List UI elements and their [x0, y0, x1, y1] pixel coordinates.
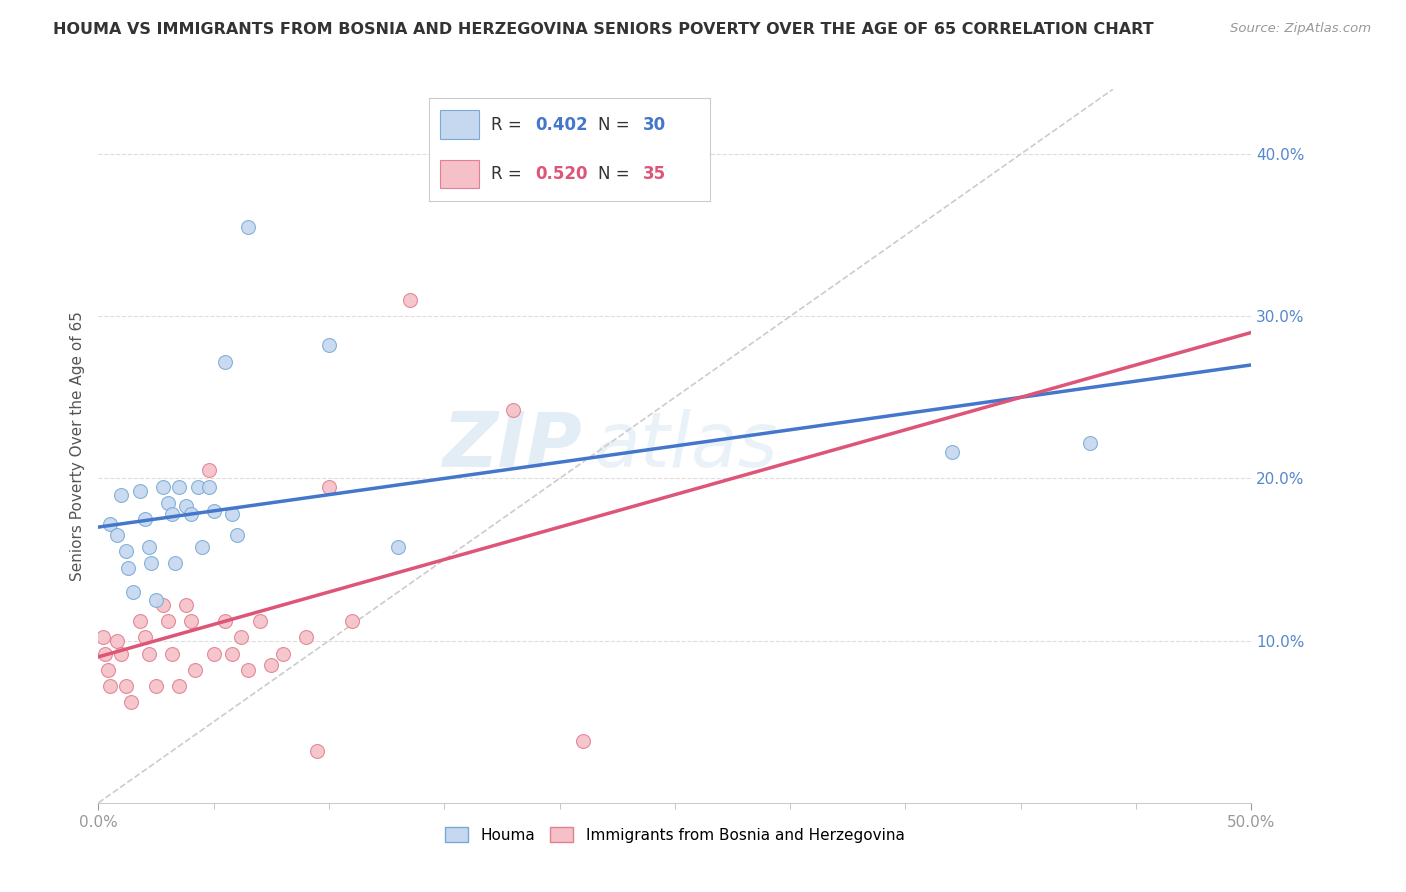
Text: R =: R =	[491, 116, 527, 134]
Point	[214, 354, 236, 368]
Text: HOUMA VS IMMIGRANTS FROM BOSNIA AND HERZEGOVINA SENIORS POVERTY OVER THE AGE OF : HOUMA VS IMMIGRANTS FROM BOSNIA AND HERZ…	[53, 22, 1154, 37]
Point	[98, 679, 121, 693]
Point	[184, 663, 207, 677]
Point	[129, 484, 152, 499]
Point	[156, 496, 179, 510]
Text: R =: R =	[491, 165, 527, 183]
Point	[145, 593, 167, 607]
Point	[180, 614, 202, 628]
Bar	[440, 160, 479, 188]
Point	[318, 479, 340, 493]
Text: Source: ZipAtlas.com: Source: ZipAtlas.com	[1230, 22, 1371, 36]
Point	[571, 734, 593, 748]
Point	[160, 647, 183, 661]
Point	[941, 445, 963, 459]
Text: 0.402: 0.402	[536, 116, 588, 134]
Point	[156, 614, 179, 628]
Point	[214, 614, 236, 628]
Point	[260, 657, 283, 672]
Point	[122, 585, 145, 599]
Point	[138, 647, 160, 661]
Point	[187, 479, 209, 493]
Point	[117, 560, 139, 574]
Bar	[440, 111, 479, 139]
Point	[221, 507, 243, 521]
Point	[225, 528, 247, 542]
Point	[398, 293, 420, 307]
Point	[94, 647, 117, 661]
Point	[97, 663, 120, 677]
Point	[138, 540, 160, 554]
Point	[387, 540, 409, 554]
Point	[134, 631, 156, 645]
Point	[98, 516, 121, 531]
Text: ZIP: ZIP	[443, 409, 582, 483]
Point	[105, 528, 128, 542]
Text: 35: 35	[643, 165, 665, 183]
Point	[198, 479, 221, 493]
Point	[191, 540, 214, 554]
Point	[174, 499, 197, 513]
Point	[318, 338, 340, 352]
Point	[129, 614, 152, 628]
Point	[145, 679, 167, 693]
Text: N =: N =	[598, 116, 634, 134]
Point	[202, 647, 225, 661]
Point	[91, 631, 114, 645]
Point	[180, 507, 202, 521]
Point	[134, 512, 156, 526]
Point	[115, 544, 138, 558]
Point	[238, 220, 260, 235]
Point	[163, 556, 186, 570]
Point	[167, 679, 190, 693]
Point	[238, 663, 260, 677]
Text: atlas: atlas	[595, 409, 779, 483]
Point	[110, 488, 132, 502]
Point	[307, 744, 329, 758]
Point	[174, 598, 197, 612]
Point	[141, 556, 163, 570]
Point	[110, 647, 132, 661]
Point	[231, 631, 253, 645]
Point	[249, 614, 271, 628]
Point	[202, 504, 225, 518]
Text: N =: N =	[598, 165, 634, 183]
Point	[120, 695, 142, 709]
Point	[167, 479, 190, 493]
Point	[198, 463, 221, 477]
Point	[271, 647, 294, 661]
Point	[502, 403, 524, 417]
Point	[1078, 435, 1101, 450]
Point	[152, 598, 174, 612]
Y-axis label: Seniors Poverty Over the Age of 65: Seniors Poverty Over the Age of 65	[69, 311, 84, 581]
Text: 30: 30	[643, 116, 665, 134]
Point	[152, 479, 174, 493]
Point	[115, 679, 138, 693]
Point	[295, 631, 318, 645]
Point	[160, 507, 183, 521]
Legend: Houma, Immigrants from Bosnia and Herzegovina: Houma, Immigrants from Bosnia and Herzeg…	[439, 821, 911, 848]
Point	[221, 647, 243, 661]
Point	[105, 633, 128, 648]
Text: 0.520: 0.520	[536, 165, 588, 183]
Point	[340, 614, 363, 628]
